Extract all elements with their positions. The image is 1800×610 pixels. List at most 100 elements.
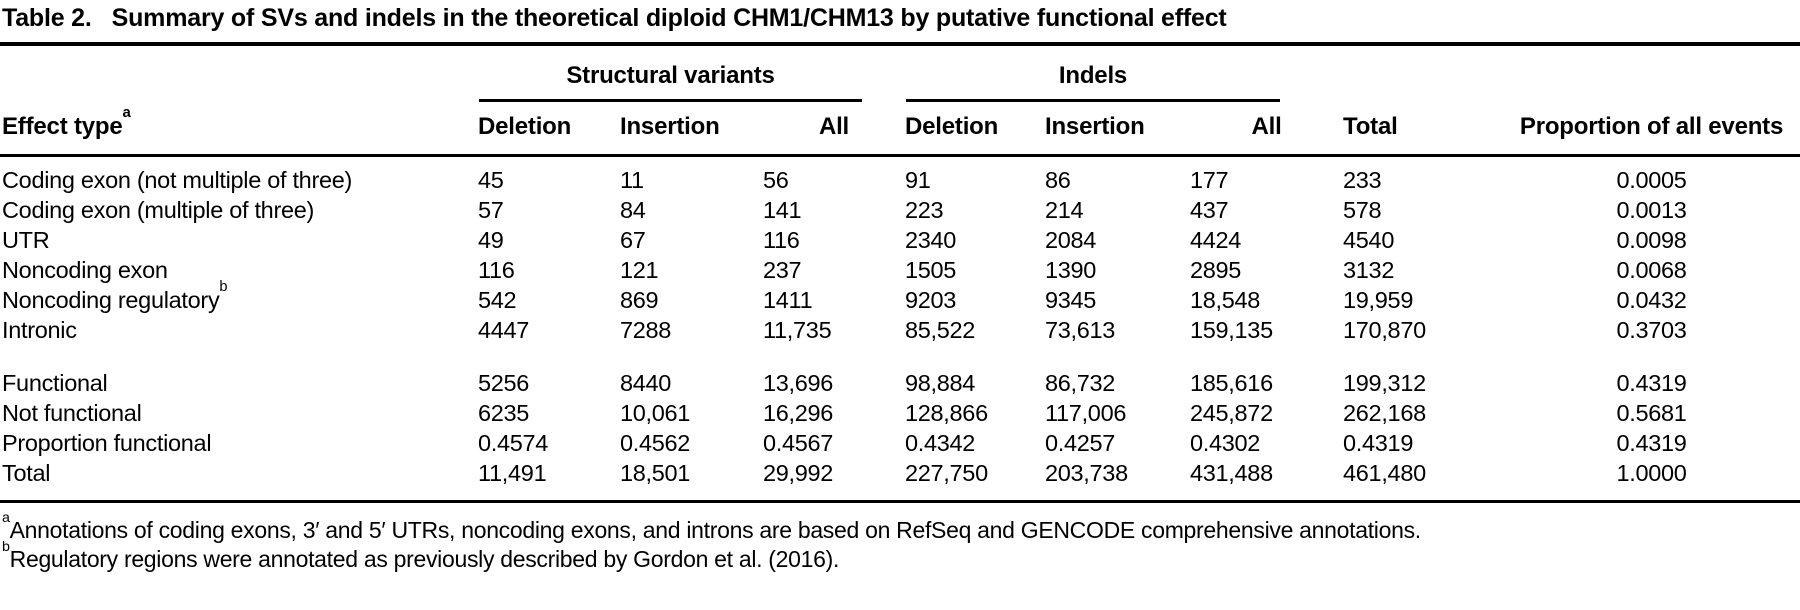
group-header-spacer — [0, 44, 478, 103]
table-row: Proportion functional 0.4574 0.4562 0.4567 0… — [0, 429, 1800, 459]
value-cell: 0.5681 — [1616, 400, 1687, 426]
data-table: Structural variants Indels Effect typea … — [0, 42, 1800, 503]
column-header-indel-insertion: Insertion — [1045, 103, 1190, 157]
value-cell: 117,006 — [1045, 400, 1127, 426]
table-row: Coding exon (multiple of three) 57 84 141 22… — [0, 196, 1800, 226]
value-cell: 91 — [905, 167, 931, 193]
footnote: bRegulatory regions were annotated as pr… — [2, 538, 840, 572]
table-title: Table 2. Summary of SVs and indels in the… — [0, 0, 1800, 42]
value-cell: 1505 — [905, 257, 957, 283]
value-cell: 0.4257 — [1045, 430, 1116, 456]
value-cell: 18,501 — [620, 460, 691, 486]
value-cell: 121 — [620, 257, 659, 283]
group-header-indels-label: Indels — [906, 62, 1281, 102]
effect-type-cell: Intronic — [2, 317, 77, 343]
value-cell: 56 — [763, 167, 789, 193]
value-cell: 45 — [478, 167, 504, 193]
value-cell: 73,613 — [1045, 317, 1116, 343]
column-header-effect-type: Effect typea — [0, 103, 478, 157]
group-header-structural-variants-label: Structural variants — [479, 62, 862, 102]
table-row: Functional 5256 8440 13,696 98,884 86,732 185,… — [0, 350, 1800, 399]
effect-type-footnote-marker: a — [122, 104, 131, 121]
value-cell: 0.4567 — [763, 430, 834, 456]
value-cell: 9203 — [905, 287, 957, 313]
value-cell: 431,488 — [1190, 460, 1273, 486]
column-header-total: Total — [1343, 103, 1504, 157]
value-cell: 4424 — [1190, 227, 1242, 253]
value-cell: 0.4342 — [905, 430, 976, 456]
group-header-spacer — [1343, 44, 1503, 103]
effect-type-cell: Total — [2, 460, 51, 486]
value-cell: 6235 — [478, 400, 530, 426]
value-cell: 16,296 — [763, 400, 834, 426]
group-header-spacer — [1503, 44, 1800, 103]
effect-type-cell: Not functional — [2, 400, 142, 426]
value-cell: 57 — [478, 197, 504, 223]
effect-type-cell: Functional — [2, 370, 108, 396]
value-cell: 177 — [1190, 167, 1229, 193]
value-cell: 170,870 — [1343, 317, 1426, 343]
value-cell: 85,522 — [905, 317, 976, 343]
value-cell: 245,872 — [1190, 400, 1273, 426]
value-cell: 0.0005 — [1616, 167, 1687, 193]
table-row: UTR 49 67 116 2340 2084 4424 4540 0.0098 — [0, 226, 1800, 256]
value-cell: 4540 — [1343, 227, 1395, 253]
value-cell: 116 — [763, 227, 800, 253]
table-row: Noncoding regulatoryb 542 869 1411 9203 9345 1… — [0, 279, 1800, 316]
value-cell: 461,480 — [1343, 460, 1426, 486]
column-header-proportion: Proportion of all events — [1503, 103, 1800, 157]
value-cell: 159,135 — [1190, 317, 1273, 343]
value-cell: 0.4562 — [620, 430, 691, 456]
effect-type-cell: Coding exon (not multiple of three) — [2, 167, 353, 193]
value-cell: 3132 — [1343, 257, 1395, 283]
value-cell: 11,735 — [763, 317, 832, 343]
value-cell: 578 — [1343, 197, 1382, 223]
value-cell: 214 — [1045, 197, 1084, 223]
value-cell: 237 — [763, 257, 802, 283]
value-cell: 0.4319 — [1616, 370, 1687, 396]
footnote-marker: b — [219, 279, 228, 296]
value-cell: 1411 — [763, 287, 813, 313]
value-cell: 0.4302 — [1190, 430, 1261, 456]
table-row: Noncoding exon 116 121 237 1505 1390 2895 3132 0… — [0, 256, 1800, 286]
value-cell: 869 — [620, 287, 659, 313]
column-header-indel-all: All — [1190, 103, 1344, 157]
value-cell: 86 — [1045, 167, 1071, 193]
value-cell: 437 — [1190, 197, 1229, 223]
value-cell: 11 — [620, 167, 644, 193]
column-header-row: Effect typea Deletion Insertion All Dele… — [0, 103, 1800, 157]
value-cell: 13,696 — [763, 370, 834, 396]
effect-type-cell: Coding exon (multiple of three) — [2, 197, 315, 223]
effect-type-cell: Noncoding regulatoryb — [2, 279, 228, 313]
value-cell: 18,548 — [1190, 287, 1261, 313]
effect-type-label: Effect type — [2, 113, 123, 140]
value-cell: 141 — [763, 197, 802, 223]
value-cell: 128,866 — [905, 400, 988, 426]
value-cell: 0.3703 — [1616, 317, 1687, 343]
effect-type-cell: UTR — [2, 227, 50, 253]
table-caption: Summary of SVs and indels in the theoret… — [111, 4, 1227, 32]
table-row: Intronic 4447 7288 11,735 85,522 73,613 159,13… — [0, 316, 1800, 351]
column-header-sv-all: All — [763, 103, 905, 157]
footnotes: aAnnotations of coding exons, 3′ and 5′ … — [0, 503, 1800, 574]
footnote: aAnnotations of coding exons, 3′ and 5′ … — [2, 509, 1421, 543]
table-row: Not functional 6235 10,061 16,296 128,866 117… — [0, 399, 1800, 429]
value-cell: 0.0013 — [1616, 197, 1687, 223]
value-cell: 0.4319 — [1343, 430, 1414, 456]
value-cell: 9345 — [1045, 287, 1097, 313]
value-cell: 0.4319 — [1616, 430, 1687, 456]
value-cell: 86,732 — [1045, 370, 1116, 396]
value-cell: 2895 — [1190, 257, 1242, 283]
table-number: Table 2. — [2, 4, 92, 32]
table-row: Coding exon (not multiple of three) 45 11 5… — [0, 156, 1800, 196]
column-header-sv-insertion: Insertion — [620, 103, 763, 157]
effect-type-cell: Noncoding exon — [2, 257, 168, 283]
value-cell: 0.0098 — [1616, 227, 1687, 253]
value-cell: 116 — [478, 257, 515, 283]
value-cell: 11,491 — [478, 460, 547, 486]
value-cell: 29,992 — [763, 460, 834, 486]
value-cell: 8440 — [620, 370, 672, 396]
value-cell: 84 — [620, 197, 646, 223]
value-cell: 10,061 — [620, 400, 691, 426]
